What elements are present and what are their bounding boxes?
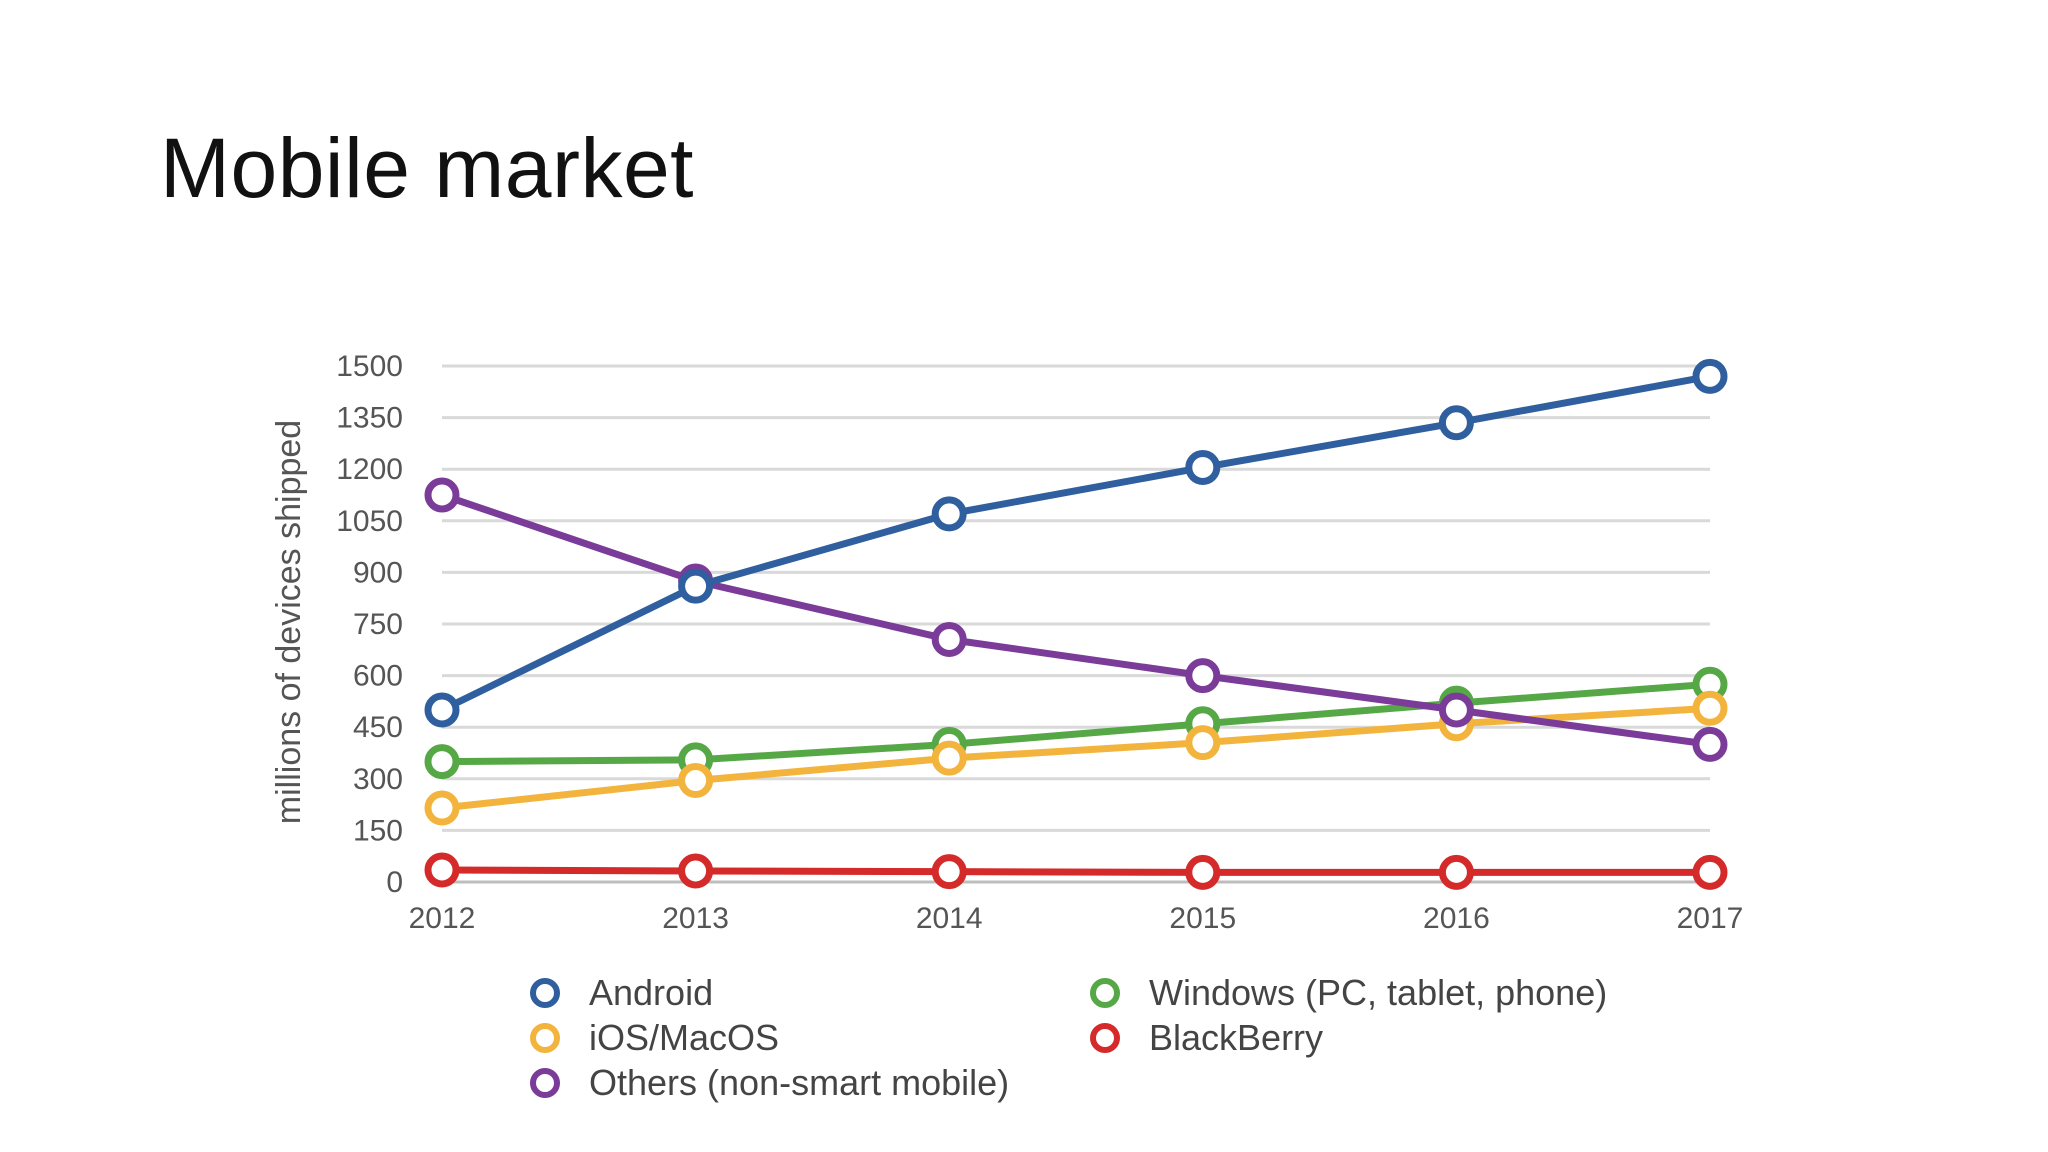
series-line [438, 491, 1714, 748]
series-lines [424, 358, 1728, 890]
data-point [931, 621, 967, 657]
legend-label: iOS/MacOS [589, 1017, 779, 1058]
data-point [678, 853, 714, 889]
legend-marker [1090, 1023, 1120, 1053]
data-point [1185, 854, 1221, 890]
data-point [1438, 854, 1474, 890]
data-point [424, 790, 460, 826]
x-tick-label: 2016 [1423, 902, 1490, 935]
legend-item: iOS/MacOS [530, 1017, 779, 1058]
data-point [424, 852, 460, 888]
data-point [931, 496, 967, 532]
y-axis-label: millions of devices shipped [270, 420, 308, 824]
x-tick-label: 2014 [916, 902, 983, 935]
y-tick-label: 1500 [336, 350, 403, 383]
y-tick-label: 300 [353, 763, 403, 796]
y-tick-label: 600 [353, 660, 403, 693]
y-axis-ticks: 0 150 300 450 600 750 900 1050 1200 1350 1500 [336, 350, 403, 899]
legend-marker [530, 1023, 560, 1053]
x-axis-ticks: 2012 2013 2014 2015 2016 2017 [409, 902, 1744, 935]
legend-label: Others (non-smart mobile) [589, 1062, 1009, 1103]
legend-marker [530, 1068, 560, 1098]
y-tick-label: 450 [353, 711, 403, 744]
y-tick-label: 0 [386, 866, 403, 899]
data-point [1692, 690, 1728, 726]
data-point [1692, 726, 1728, 762]
data-point [424, 477, 460, 513]
y-tick-label: 750 [353, 608, 403, 641]
x-tick-label: 2012 [409, 902, 476, 935]
data-point [678, 568, 714, 604]
y-tick-label: 1200 [336, 453, 403, 486]
x-tick-label: 2015 [1169, 902, 1236, 935]
legend-marker [530, 978, 560, 1008]
legend-item: Windows (PC, tablet, phone) [1090, 972, 1607, 1013]
data-point [1185, 449, 1221, 485]
data-point [424, 692, 460, 728]
slide-title: Mobile market [160, 121, 695, 215]
legend-item: Android [530, 972, 713, 1013]
legend-label: Windows (PC, tablet, phone) [1149, 972, 1607, 1013]
series-line [438, 680, 1714, 766]
data-point [1692, 358, 1728, 394]
legend-label: BlackBerry [1149, 1017, 1323, 1058]
legend-item: BlackBerry [1090, 1017, 1323, 1058]
series-blackberry [424, 852, 1728, 890]
x-tick-label: 2017 [1677, 902, 1744, 935]
data-point [678, 763, 714, 799]
series-line [438, 704, 1714, 812]
data-point [931, 854, 967, 890]
y-tick-label: 150 [353, 814, 403, 847]
x-tick-label: 2013 [662, 902, 729, 935]
legend-marker [1090, 978, 1120, 1008]
legend-label: Android [589, 972, 713, 1013]
data-point [1185, 658, 1221, 694]
grid-lines [442, 364, 1710, 884]
series-line [438, 866, 1714, 876]
data-point [1438, 405, 1474, 441]
data-point [424, 744, 460, 780]
data-point [1438, 692, 1474, 728]
legend-item: Others (non-smart mobile) [530, 1062, 1009, 1103]
y-tick-label: 1050 [336, 505, 403, 538]
data-point [1185, 725, 1221, 761]
y-tick-label: 900 [353, 556, 403, 589]
y-tick-label: 1350 [336, 402, 403, 435]
series-line [438, 372, 1714, 714]
data-point [1692, 854, 1728, 890]
legend: Android Windows (PC, tablet, phone) iOS/Ma… [530, 972, 1607, 1103]
data-point [931, 740, 967, 776]
series-android [424, 358, 1728, 728]
